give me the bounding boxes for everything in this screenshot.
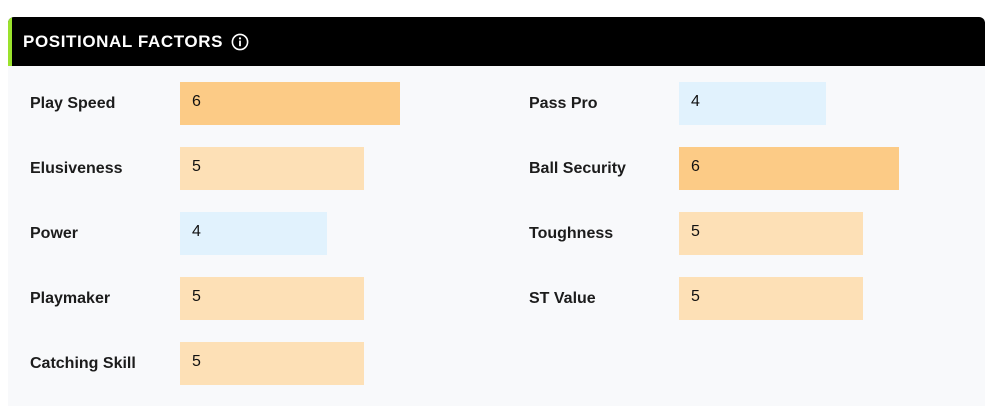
factor-value-bar: 5 (180, 342, 364, 385)
factor-label: Power (30, 225, 79, 242)
factor-label: Catching Skill (30, 355, 136, 372)
factor-value-bar: 5 (679, 212, 863, 255)
panel-header: POSITIONAL FACTORS (8, 17, 985, 66)
factor-value-bar: 5 (679, 277, 863, 320)
factor-value-bar: 5 (180, 277, 364, 320)
factor-value-bar: 6 (679, 147, 900, 190)
factor-label: ST Value (529, 290, 596, 307)
factor-label: Ball Security (529, 160, 626, 177)
factor-label: Play Speed (30, 95, 116, 112)
info-circle-icon[interactable] (231, 33, 249, 51)
factor-value-bar: 4 (180, 212, 327, 255)
positional-factors-panel: POSITIONAL FACTORS Play Speed 6 Elusivenes… (8, 17, 985, 406)
panel-title: POSITIONAL FACTORS (23, 31, 224, 51)
factor-value-bar: 6 (180, 82, 401, 125)
factor-label: Toughness (529, 225, 614, 242)
factor-label: Playmaker (30, 290, 111, 307)
factor-value-bar: 5 (180, 147, 364, 190)
factor-label: Pass Pro (529, 95, 598, 112)
factor-value-bar: 4 (679, 82, 826, 125)
factor-label: Elusiveness (30, 160, 123, 177)
